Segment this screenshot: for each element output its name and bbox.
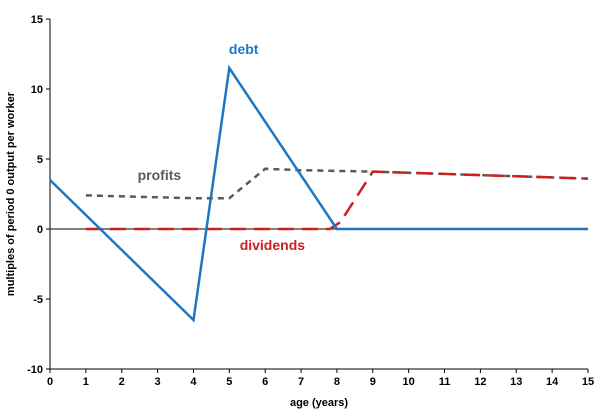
x-tick-label: 2 <box>119 376 125 388</box>
y-tick-label: -10 <box>27 364 43 376</box>
series-label-profits: profits <box>138 167 182 183</box>
y-tick-label: 10 <box>31 84 43 96</box>
x-axis-title: age (years) <box>290 397 348 409</box>
chart-series-labels: debt profits dividends <box>138 41 306 253</box>
y-tick-label: 15 <box>31 14 43 26</box>
x-tick-label: 4 <box>190 376 197 388</box>
chart-axes <box>49 19 588 370</box>
series-label-dividends: dividends <box>240 237 306 253</box>
y-tick-label: 0 <box>37 224 43 236</box>
x-tick-label: 1 <box>83 376 89 388</box>
x-tick-label: 10 <box>403 376 415 388</box>
chart-series <box>49 64 589 323</box>
x-tick-label: 11 <box>439 376 451 388</box>
x-tick-label: 13 <box>510 376 522 388</box>
y-tick-label: 5 <box>37 154 43 166</box>
x-tick-label: 9 <box>370 376 376 388</box>
x-tick-label: 12 <box>474 376 486 388</box>
x-tick-label: 3 <box>155 376 161 388</box>
series-line-dividends <box>85 170 589 231</box>
x-tick-label: 15 <box>582 376 594 388</box>
y-tick-label: -5 <box>33 294 43 306</box>
x-tick-label: 5 <box>226 376 232 388</box>
y-axis-title: multiples of period 0 output per worker <box>5 91 17 296</box>
x-tick-label: 7 <box>298 376 304 388</box>
x-tick-label: 14 <box>546 376 559 388</box>
x-tick-label: 0 <box>47 376 53 388</box>
x-tick-label: 8 <box>334 376 340 388</box>
series-label-debt: debt <box>229 41 259 57</box>
x-tick-label: 6 <box>262 376 268 388</box>
series-line-debt <box>49 64 588 323</box>
